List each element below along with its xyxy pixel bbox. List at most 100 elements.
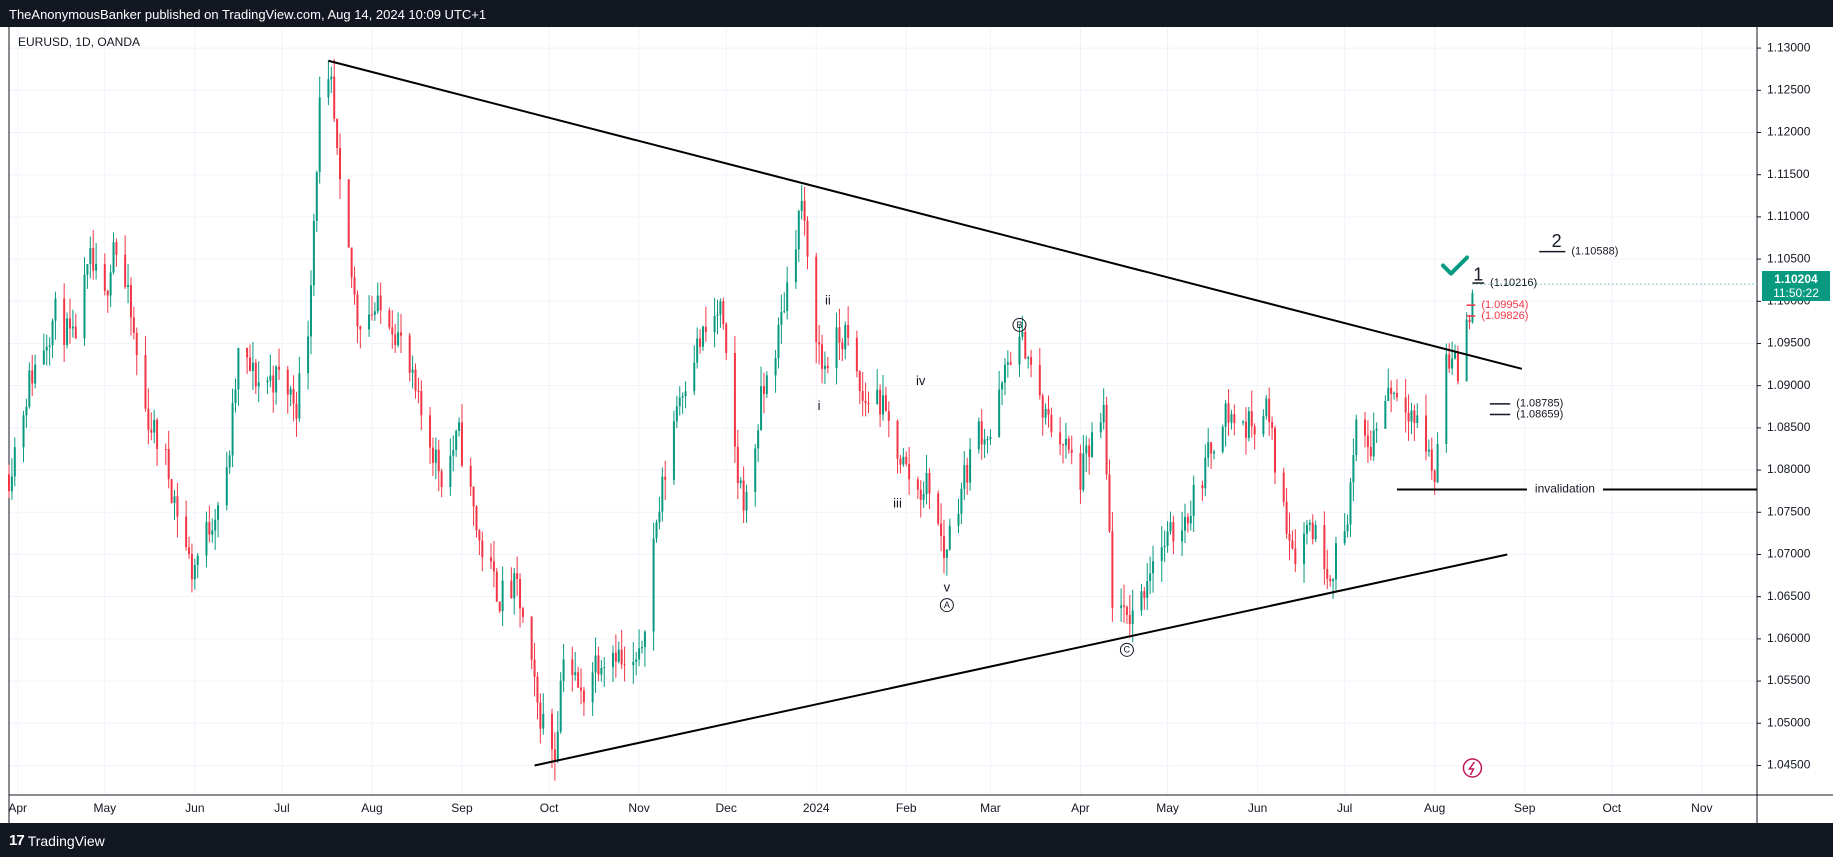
candle-up — [945, 549, 948, 558]
candle-up — [1314, 524, 1317, 540]
candle-down — [980, 421, 983, 445]
candle-down — [582, 690, 585, 703]
candle-up — [312, 220, 315, 286]
candle-up — [1160, 547, 1163, 562]
candle-up — [977, 421, 980, 450]
candle-down — [1456, 352, 1459, 382]
candle-down — [899, 458, 902, 465]
candle-up — [42, 350, 45, 365]
tradingview-logo-text: TradingView — [27, 832, 105, 849]
candle-up — [658, 511, 661, 523]
candle-up — [376, 295, 379, 312]
candle-down — [249, 357, 252, 372]
y-tick-label: 1.07000 — [1767, 547, 1811, 561]
candle-up — [1169, 522, 1172, 532]
candle-down — [408, 335, 411, 373]
candle-up — [745, 492, 748, 511]
candle-down — [510, 580, 513, 599]
candle-up — [1064, 438, 1067, 446]
candle-down — [150, 429, 153, 433]
candle-down — [1079, 452, 1082, 490]
candle-up — [22, 415, 25, 448]
candle-down — [272, 375, 275, 393]
candle-up — [643, 631, 646, 648]
candle-down — [379, 295, 382, 311]
price-chart[interactable]: 1.13000 1.12500 1.12000 1.11500 1.11000 1.105… — [0, 27, 1833, 823]
candle-down — [1210, 442, 1213, 454]
candle-down — [1326, 568, 1329, 579]
candle-up — [48, 345, 51, 347]
x-tick-label: Sep — [1514, 801, 1536, 815]
y-tick-label: 1.09000 — [1767, 378, 1811, 392]
candle-up — [600, 668, 603, 675]
candle-down — [188, 547, 191, 554]
y-tick-label: 1.09500 — [1767, 336, 1811, 350]
candle-up — [1027, 357, 1030, 359]
candle-down — [475, 506, 478, 531]
candle-up — [1204, 457, 1207, 489]
candle-down — [388, 310, 391, 328]
candle-up — [112, 242, 115, 273]
x-tick-label: Feb — [896, 801, 917, 815]
candle-up — [957, 513, 960, 526]
candle-up — [193, 564, 196, 580]
candle-down — [1172, 522, 1175, 542]
candle-down — [1395, 393, 1398, 398]
y-tick-label: 1.11500 — [1767, 167, 1810, 181]
candle-down — [1050, 414, 1053, 433]
invalidation-label: invalidation — [1535, 482, 1595, 496]
chart-area[interactable]: 1.13000 1.12500 1.12000 1.11500 1.11000 1.105… — [0, 27, 1833, 823]
candle-up — [1166, 531, 1169, 546]
candle-down — [826, 365, 829, 369]
y-tick-label: 1.13000 — [1767, 40, 1811, 54]
candle-down — [867, 402, 870, 405]
candle-down — [1067, 438, 1070, 450]
candle-down — [132, 317, 135, 333]
checkmark-icon — [1441, 255, 1470, 276]
candle-up — [591, 672, 594, 703]
candle-up — [1334, 543, 1337, 580]
candle-down — [208, 521, 211, 535]
candle-up — [231, 403, 234, 456]
candle-down — [394, 334, 397, 346]
candle-up — [1471, 292, 1474, 323]
candle-up — [1332, 579, 1335, 582]
candle-up — [1221, 426, 1224, 452]
level-label: (1.09954) — [1481, 299, 1528, 311]
candle-down — [937, 493, 940, 524]
candle-up — [217, 505, 220, 520]
candle-down — [762, 386, 765, 395]
candle-up — [109, 272, 112, 296]
candle-down — [1468, 319, 1471, 323]
x-tick-label: Oct — [1602, 801, 1621, 815]
tradingview-logo[interactable]: 17 TradingView — [9, 832, 105, 849]
candle-up — [1152, 561, 1155, 574]
candle-up — [678, 397, 681, 407]
candle-up — [368, 314, 371, 330]
candle-down — [106, 290, 109, 296]
candle-up — [655, 522, 658, 539]
candle-up — [127, 285, 130, 287]
y-tick-label: 1.10500 — [1767, 251, 1811, 265]
candle-up — [318, 97, 321, 173]
candle-down — [733, 352, 736, 447]
candle-up — [681, 396, 684, 398]
candle-up — [1454, 352, 1457, 359]
candle-down — [1404, 397, 1407, 413]
candle-up — [969, 449, 972, 483]
candle-down — [254, 362, 257, 387]
candle-down — [940, 523, 943, 537]
candle-down — [1253, 426, 1256, 435]
wave-label: 2 — [1552, 231, 1562, 251]
candle-down — [1105, 404, 1108, 475]
y-tick-label: 1.07500 — [1767, 504, 1811, 518]
candle-up — [754, 448, 757, 493]
y-tick-label: 1.06500 — [1767, 589, 1811, 603]
candle-down — [614, 652, 617, 662]
y-tick-label: 1.05500 — [1767, 673, 1811, 687]
candle-down — [164, 449, 167, 451]
candle-down — [1285, 501, 1288, 534]
candle-down — [516, 573, 519, 579]
candle-down — [1186, 516, 1189, 524]
candle-down — [460, 422, 463, 466]
